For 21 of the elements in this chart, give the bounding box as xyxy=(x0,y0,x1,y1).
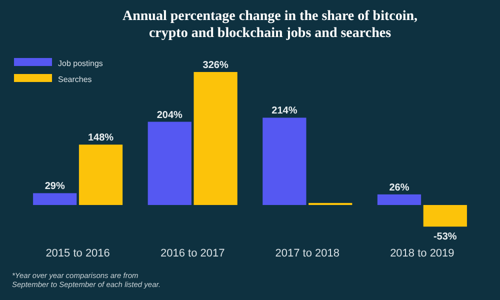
data-label: -53% xyxy=(433,232,457,243)
bar xyxy=(194,72,238,205)
data-label: 204% xyxy=(156,110,183,121)
data-label: 326% xyxy=(202,60,228,71)
bar xyxy=(377,194,422,205)
bar xyxy=(262,118,306,205)
bar xyxy=(78,144,123,205)
chart-title: Annual percentage change in the share of bitcoin, crypto and blockchain jobs and searches xyxy=(122,9,418,41)
data-label: 26% xyxy=(389,182,410,194)
legend-label: Job postings xyxy=(58,59,103,68)
x-tick-label: 2016 to 2017 xyxy=(160,248,225,260)
bar xyxy=(33,193,77,205)
x-tick-label: 2015 to 2016 xyxy=(46,248,110,260)
data-label: 29% xyxy=(44,181,65,192)
legend-label: Searches xyxy=(58,75,92,84)
bar xyxy=(148,122,192,205)
x-tick-label: 2017 to 2018 xyxy=(275,248,340,260)
data-label: 214% xyxy=(272,106,298,117)
bar xyxy=(423,205,467,227)
x-tick-label: 2018 to 2019 xyxy=(390,248,454,260)
data-label: 148% xyxy=(88,132,114,144)
